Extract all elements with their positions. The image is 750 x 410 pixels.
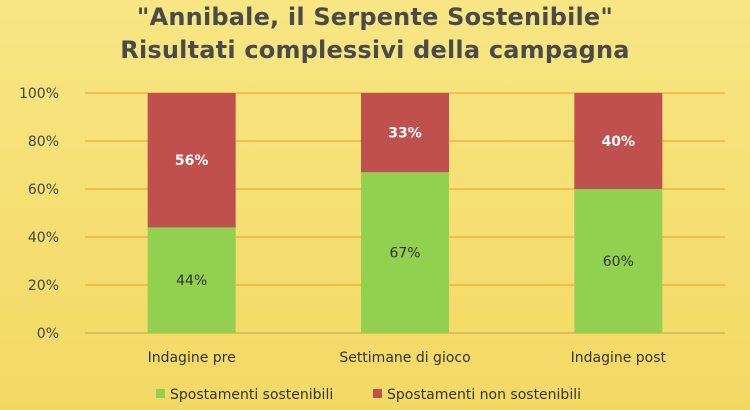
data-label: 56%: [175, 153, 209, 169]
data-label: 40%: [602, 134, 636, 150]
data-label: 44%: [176, 273, 207, 289]
bar-segment: [361, 93, 449, 173]
chart-title: "Annibale, il Serpente Sostenibile": [136, 3, 614, 31]
bar-segment: [147, 93, 236, 228]
legend-label: Spostamenti sostenibili: [170, 387, 333, 403]
legend-swatch: [373, 389, 382, 398]
x-tick-label: Indagine post: [571, 350, 667, 366]
y-tick-label: 40%: [28, 230, 59, 246]
x-tick-label: Indagine pre: [148, 350, 236, 366]
y-tick-label: 20%: [28, 278, 59, 294]
legend-swatch: [156, 389, 165, 398]
y-tick-label: 60%: [28, 182, 59, 198]
legend-label: Spostamenti non sostenibili: [387, 387, 581, 403]
data-label: 67%: [389, 246, 420, 262]
bar-segment: [574, 93, 663, 189]
x-tick-label: Settimane di gioco: [339, 350, 470, 366]
bar-segment: [147, 227, 236, 333]
bar-segment: [361, 172, 449, 333]
y-tick-label: 80%: [28, 134, 59, 150]
data-label: 60%: [603, 254, 634, 270]
y-tick-label: 100%: [19, 86, 59, 102]
data-label: 33%: [388, 126, 422, 142]
y-tick-label: 0%: [37, 326, 59, 342]
chart-subtitle: Risultati complessivi della campagna: [120, 36, 630, 64]
bar-segment: [574, 189, 663, 333]
